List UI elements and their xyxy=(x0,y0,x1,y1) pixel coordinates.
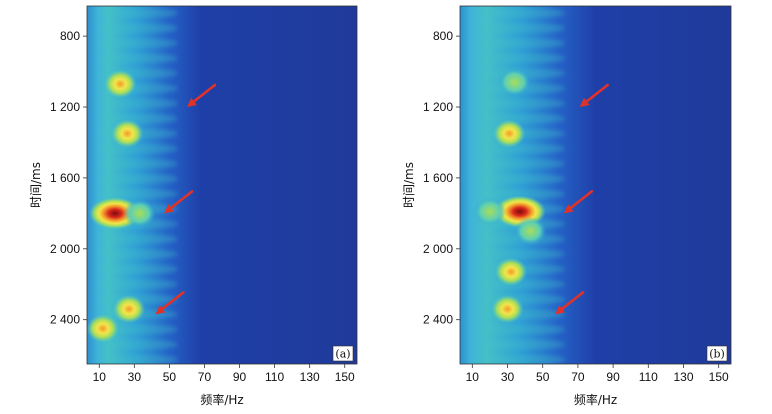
y-tick-label: 1 200 xyxy=(423,100,453,114)
y-axis-title: 时间/ms xyxy=(402,162,416,208)
energy-ripple xyxy=(97,113,178,124)
x-tick-label: 70 xyxy=(571,370,585,384)
hotspot-1 xyxy=(111,119,144,148)
energy-ripple xyxy=(485,279,566,290)
hotspot-2 xyxy=(104,69,137,98)
energy-ripple xyxy=(97,339,178,350)
hotspot-4 xyxy=(491,295,524,324)
heatmap-field xyxy=(87,8,178,364)
y-tick-label: 1 600 xyxy=(50,171,80,185)
hotspot-5 xyxy=(123,199,156,228)
x-tick-label: 110 xyxy=(639,370,658,384)
red-arrow-1 xyxy=(164,190,194,214)
energy-ripple xyxy=(485,53,566,64)
y-tick-label: 800 xyxy=(433,29,453,43)
energy-ripple xyxy=(97,234,178,245)
energy-ripple xyxy=(485,158,566,169)
hotspot-3 xyxy=(495,257,528,286)
energy-ripple xyxy=(485,23,566,34)
x-axis-title: 频率/Hz xyxy=(200,392,243,407)
y-tick-label: 2 400 xyxy=(50,313,80,327)
hotspot-3 xyxy=(113,295,146,324)
x-tick-label: 150 xyxy=(335,370,355,384)
panel-b: 10 30 50 70 90 110 130 150 800 1 200 1 600 2 000 2 4… xyxy=(402,5,732,407)
hotspot-1 xyxy=(493,119,526,148)
energy-ripple xyxy=(97,264,178,275)
y-tick-label: 1 600 xyxy=(423,171,453,185)
energy-ripple xyxy=(97,23,178,34)
x-tick-label: 10 xyxy=(466,370,480,384)
energy-ripple xyxy=(485,324,566,335)
x-tick-label: 10 xyxy=(93,370,107,384)
x-tick-label: 30 xyxy=(501,370,515,384)
y-tick-label: 2 000 xyxy=(423,242,453,256)
hotspot-5 xyxy=(514,217,547,246)
energy-ripple xyxy=(97,249,178,260)
energy-ripple xyxy=(97,143,178,154)
red-arrow-2 xyxy=(155,291,185,315)
red-arrow-1 xyxy=(563,190,594,214)
y-tick-label: 2 000 xyxy=(50,242,80,256)
energy-ripple xyxy=(485,249,566,260)
x-tick-label: 50 xyxy=(163,370,177,384)
y-axis-title: 时间/ms xyxy=(29,162,43,208)
energy-ripple xyxy=(485,188,566,199)
energy-ripple xyxy=(485,98,566,109)
energy-ripple xyxy=(97,188,178,199)
energy-ripple xyxy=(97,98,178,109)
energy-ripple xyxy=(485,354,566,364)
red-arrow-0 xyxy=(579,83,609,108)
x-axis-title: 频率/Hz xyxy=(574,392,617,407)
energy-ripple xyxy=(485,173,566,184)
hotspot-6 xyxy=(473,197,506,226)
energy-ripple xyxy=(97,279,178,290)
energy-ripple xyxy=(485,113,566,124)
y-tick-label: 1 200 xyxy=(50,100,80,114)
panel-label: (a) xyxy=(335,348,350,361)
energy-ripple xyxy=(97,354,178,364)
x-tick-label: 110 xyxy=(265,370,284,384)
heatmap-field xyxy=(473,8,566,364)
x-tick-label: 30 xyxy=(128,370,142,384)
hotspot-4 xyxy=(87,314,119,343)
x-tick-label: 70 xyxy=(198,370,212,384)
energy-ripple xyxy=(97,38,178,49)
red-arrow-2 xyxy=(555,291,585,315)
panel-label-box xyxy=(332,345,354,362)
panel-label-box xyxy=(706,345,728,362)
x-tick-label: 150 xyxy=(709,370,729,384)
y-tick-label: 2 400 xyxy=(423,313,453,327)
energy-ripple xyxy=(97,53,178,64)
panel-label: (b) xyxy=(709,348,725,361)
plot-frame xyxy=(459,5,732,365)
red-arrow-0 xyxy=(186,83,217,108)
energy-ripple xyxy=(97,158,178,169)
energy-ripple xyxy=(97,8,178,19)
energy-ripple xyxy=(97,173,178,184)
x-tick-label: 90 xyxy=(606,370,620,384)
energy-ripple xyxy=(485,143,566,154)
energy-ripple xyxy=(485,8,566,19)
y-tick-label: 800 xyxy=(60,29,80,43)
x-tick-label: 130 xyxy=(300,370,320,384)
energy-ripple xyxy=(485,38,566,49)
x-tick-label: 50 xyxy=(536,370,550,384)
energy-ripple xyxy=(485,339,566,350)
panel-a: 10 30 50 70 90 110 130 150 800 1 200 1 600 2 000 2 4… xyxy=(29,5,358,407)
x-tick-label: 130 xyxy=(673,370,693,384)
hotspot-2 xyxy=(498,68,531,97)
x-tick-label: 90 xyxy=(233,370,247,384)
plot-frame xyxy=(86,5,358,365)
